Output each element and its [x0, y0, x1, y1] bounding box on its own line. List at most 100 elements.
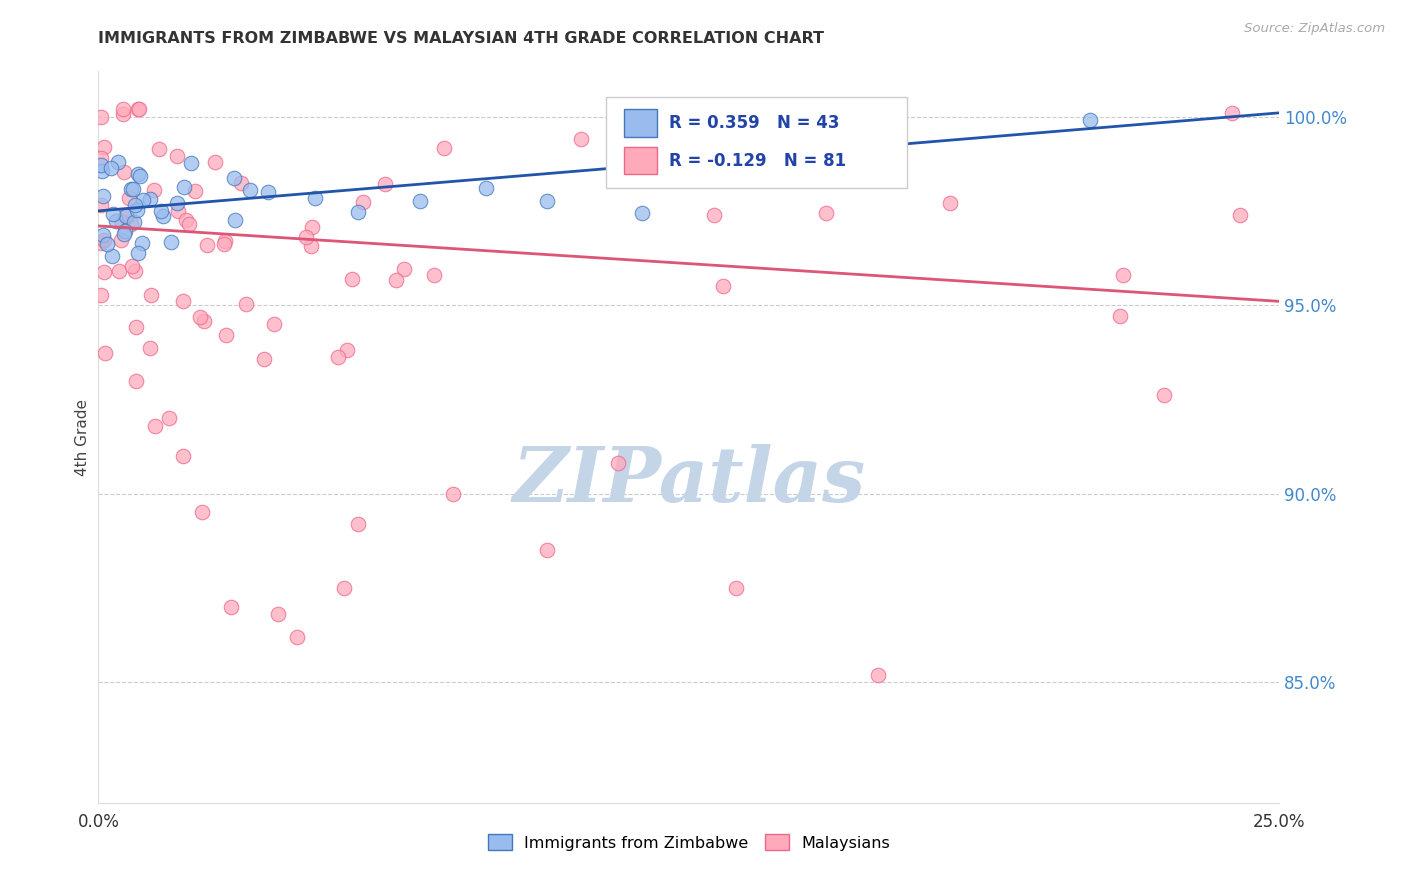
Point: [703, 208, 725, 222]
Point: [127, 102, 149, 116]
Point: [336, 343, 359, 357]
Point: [94, 345, 117, 359]
Point: [630, 206, 652, 220]
Point: [304, 191, 326, 205]
Point: [91, 164, 114, 178]
Point: [93, 140, 115, 154]
Point: [121, 259, 143, 273]
Point: [173, 179, 195, 194]
Point: [263, 317, 285, 331]
Point: [128, 102, 150, 116]
Point: [111, 215, 134, 229]
FancyBboxPatch shape: [606, 97, 907, 188]
Point: [301, 220, 323, 235]
Point: [938, 195, 960, 210]
Point: [1080, 113, 1102, 128]
Point: [139, 192, 162, 206]
Point: [121, 182, 143, 196]
Point: [120, 217, 142, 231]
Point: [127, 167, 149, 181]
Point: [110, 233, 132, 247]
Point: [152, 210, 174, 224]
Point: [188, 310, 211, 325]
Point: [607, 457, 630, 471]
Point: [193, 314, 215, 328]
Point: [333, 581, 356, 595]
Point: [107, 155, 129, 169]
Point: [1112, 268, 1135, 282]
Point: [295, 229, 318, 244]
Point: [740, 133, 762, 147]
Point: [385, 273, 408, 287]
Point: [90, 158, 112, 172]
Point: [143, 183, 166, 197]
Point: [214, 234, 236, 248]
Point: [224, 171, 246, 186]
Point: [224, 212, 246, 227]
Point: [115, 208, 138, 222]
Point: [408, 194, 430, 208]
Legend: Immigrants from Zimbabwe, Malaysians: Immigrants from Zimbabwe, Malaysians: [481, 828, 897, 857]
Point: [93, 233, 115, 247]
Point: [101, 249, 124, 263]
Text: IMMIGRANTS FROM ZIMBABWE VS MALAYSIAN 4TH GRADE CORRELATION CHART: IMMIGRANTS FROM ZIMBABWE VS MALAYSIAN 4T…: [98, 31, 824, 46]
Point: [139, 288, 162, 302]
Point: [711, 279, 734, 293]
Point: [180, 156, 202, 170]
Bar: [624, 146, 657, 175]
Point: [139, 342, 162, 356]
Point: [172, 293, 194, 308]
Point: [536, 194, 558, 209]
Point: [112, 165, 135, 179]
Point: [143, 418, 166, 433]
Point: [814, 206, 837, 220]
Point: [105, 214, 128, 228]
Point: [215, 327, 238, 342]
Point: [114, 210, 136, 224]
Point: [235, 297, 257, 311]
Point: [1220, 105, 1243, 120]
Point: [160, 235, 183, 249]
Point: [536, 543, 558, 558]
Point: [125, 202, 148, 217]
Point: [229, 177, 252, 191]
Point: [1153, 388, 1175, 402]
Point: [125, 374, 148, 388]
Point: [91, 228, 114, 243]
Point: [394, 261, 416, 276]
Point: [725, 581, 748, 595]
Point: [219, 599, 242, 614]
Point: [340, 272, 363, 286]
Point: [96, 237, 118, 252]
Point: [214, 237, 236, 252]
Point: [239, 183, 262, 197]
Point: [179, 217, 201, 231]
Point: [374, 178, 396, 192]
Point: [90, 197, 112, 211]
Point: [90, 110, 112, 124]
Point: [108, 264, 131, 278]
Point: [167, 204, 190, 219]
Point: [132, 194, 155, 208]
Point: [90, 152, 112, 166]
Point: [93, 265, 115, 279]
Point: [285, 630, 308, 644]
Point: [131, 235, 153, 250]
Point: [117, 191, 139, 205]
Point: [1109, 309, 1132, 323]
Point: [112, 102, 135, 116]
Point: [120, 182, 142, 196]
Point: [103, 207, 125, 221]
Point: [866, 667, 889, 681]
Point: [112, 227, 135, 242]
Point: [441, 486, 464, 500]
Point: [174, 213, 197, 227]
Text: ZIPatlas: ZIPatlas: [512, 444, 866, 518]
Point: [257, 185, 280, 199]
Point: [866, 124, 889, 138]
Point: [352, 194, 374, 209]
Point: [1229, 208, 1251, 222]
Point: [253, 351, 276, 366]
Point: [91, 189, 114, 203]
Text: R = -0.129   N = 81: R = -0.129 N = 81: [669, 152, 846, 169]
